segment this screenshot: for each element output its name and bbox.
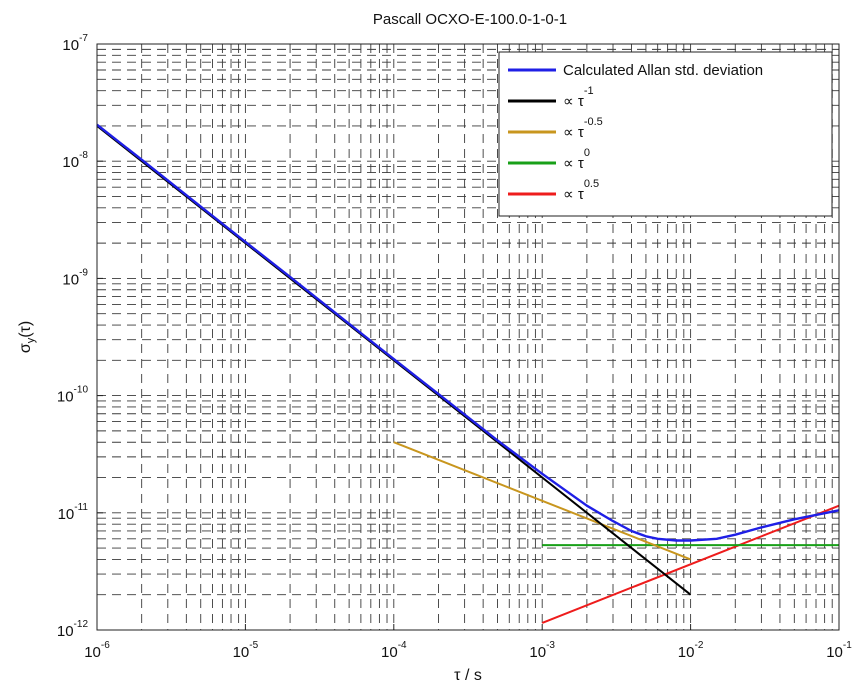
x-tick-label: 10-1 — [826, 640, 852, 661]
x-tick-label: 10-6 — [84, 640, 110, 661]
y-tick-label: 10-11 — [58, 502, 89, 523]
y-axis-label-group: σy(τ) — [17, 321, 37, 353]
series-line-2 — [393, 441, 691, 561]
y-tick-label: 10-12 — [57, 619, 89, 640]
x-tick-label: 10-4 — [381, 640, 407, 661]
y-tick-label: 10-10 — [57, 385, 89, 406]
grid-lines — [97, 44, 839, 630]
legend-label-2: ∝ τ-0.5 — [563, 116, 603, 141]
x-tick-label: 10-5 — [233, 640, 259, 661]
y-axis-label: σy(τ) — [17, 321, 37, 353]
legend-label-1: ∝ τ-1 — [563, 85, 594, 110]
legend: Calculated Allan std. deviation ∝ τ-1 ∝ τ-… — [498, 51, 833, 217]
legend-label-0: Calculated Allan std. deviation — [563, 62, 763, 79]
legend-label-4: ∝ τ0.5 — [563, 178, 599, 203]
legend-label-3: ∝ τ0 — [563, 147, 590, 172]
y-tick-label: 10-9 — [62, 267, 88, 288]
x-tick-label: 10-2 — [678, 640, 704, 661]
legend-box — [498, 51, 833, 217]
series-line-0 — [96, 123, 840, 542]
series-line-4 — [541, 504, 840, 624]
x-axis-label: τ / s — [454, 667, 482, 684]
plot-area-frame — [96, 43, 840, 631]
series-layer — [96, 123, 840, 624]
y-tick-label: 10-8 — [62, 150, 88, 171]
x-tick-label: 10-3 — [529, 640, 555, 661]
y-tick-labels: 10-12 10-11 10-10 10-9 10-8 10-7 — [57, 33, 103, 640]
x-tick-labels: 10-6 10-5 10-4 10-3 10-2 10-1 — [84, 624, 852, 661]
y-tick-label: 10-7 — [62, 33, 88, 54]
chart-title: Pascall OCXO-E-100.0-1-0-1 — [373, 11, 567, 28]
